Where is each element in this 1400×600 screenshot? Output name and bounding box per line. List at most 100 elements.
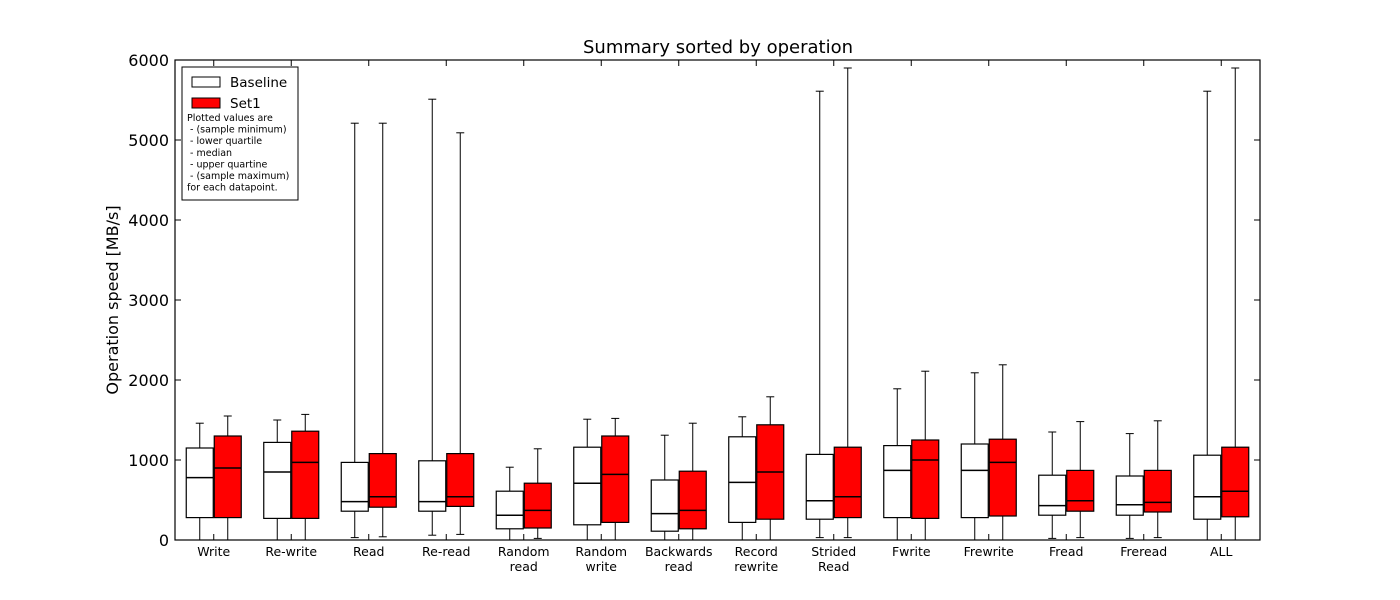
x-tick-label-line: Strided [811, 544, 856, 559]
x-tick-label-line: Re-write [265, 544, 317, 559]
x-tick-label-line: Re-read [422, 544, 470, 559]
y-tick-label: 0 [159, 531, 169, 550]
box-baseline-7 [728, 416, 757, 541]
box-iqr [523, 482, 552, 529]
x-tick-label-line: ALL [1210, 544, 1233, 559]
legend-note-line: Plotted values are [187, 113, 273, 124]
y-axis-label: Operation speed [MB/s] [103, 205, 122, 394]
y-tick-label: 3000 [128, 291, 169, 310]
y-tick-label: 1000 [128, 451, 169, 470]
x-tick-label-line: Frewrite [964, 544, 1015, 559]
box-iqr [185, 447, 214, 519]
legend-swatch-set1 [191, 97, 221, 109]
x-tick-label-line: Record [735, 544, 778, 559]
y-tick-label: 6000 [128, 51, 169, 70]
legend-label-baseline: Baseline [230, 75, 287, 91]
box-baseline-11 [1038, 431, 1067, 539]
legend-note-line: - (sample maximum) [187, 171, 289, 182]
box-iqr [1066, 469, 1095, 512]
box-iqr [263, 441, 292, 519]
box-iqr [213, 435, 242, 519]
box-iqr [960, 443, 989, 519]
x-tick-label-line: Fread [1049, 544, 1083, 559]
box-iqr [1038, 474, 1067, 516]
x-tick-label-line: Fwrite [892, 544, 931, 559]
box-iqr [601, 435, 630, 524]
box-baseline-2 [340, 122, 369, 539]
box-baseline-10 [960, 372, 989, 541]
x-tick-label-line: Backwards [645, 544, 713, 559]
box-set1-0 [213, 415, 242, 541]
x-tick-label-line: write [586, 559, 618, 574]
x-tick-label: Backwards read [645, 544, 713, 574]
box-baseline-5 [573, 418, 602, 541]
legend-note-line: - upper quartine [187, 159, 267, 170]
box-set1-8 [833, 67, 862, 539]
x-tick-label-line: Read [818, 559, 849, 574]
legend-note-line: - (sample minimum) [187, 125, 287, 136]
x-tick-label-line: Random [575, 544, 627, 559]
x-tick-label: Random read [498, 544, 550, 574]
box-baseline-13 [1193, 90, 1222, 541]
box-baseline-1 [263, 419, 292, 541]
x-tick-label: Fread [1049, 544, 1083, 559]
x-tick-label: Read [353, 544, 384, 559]
x-tick-label: Write [197, 544, 230, 559]
legend-note-line: - median [187, 148, 232, 159]
x-tick-label: Frewrite [964, 544, 1015, 559]
x-tick-label-line: Write [197, 544, 230, 559]
box-set1-9 [911, 370, 940, 541]
legend-swatch-baseline [191, 76, 221, 88]
box-iqr [678, 470, 707, 530]
legend-note-line: - lower quartile [187, 136, 262, 147]
x-tick-label-line: Read [353, 544, 384, 559]
box-set1-11 [1066, 421, 1095, 539]
plot-frame [174, 59, 1261, 541]
box-baseline-12 [1115, 433, 1144, 539]
x-tick-label: Record rewrite [734, 544, 778, 574]
box-iqr [368, 453, 397, 508]
box-iqr [728, 436, 757, 523]
legend-note-line: for each datapoint. [187, 183, 278, 194]
box-iqr [1115, 475, 1144, 516]
y-tick-label: 5000 [128, 131, 169, 150]
box-set1-12 [1143, 420, 1172, 539]
box-baseline-9 [883, 388, 912, 541]
x-tick-label: Freread [1120, 544, 1167, 559]
box-iqr [446, 453, 475, 508]
x-tick-label-line: read [510, 559, 538, 574]
x-tick-label: Re-write [265, 544, 317, 559]
chart-title: Summary sorted by operation [583, 37, 853, 58]
box-iqr [833, 446, 862, 519]
box-iqr [911, 439, 940, 520]
box-set1-6 [678, 422, 707, 541]
plot-area: 0 1000 2000 3000 4000 5000 6000 Write Re-write Re… [128, 51, 1261, 574]
box-set1-7 [756, 396, 785, 541]
box-set1-4 [523, 448, 552, 539]
box-set1-2 [368, 122, 397, 538]
box-iqr [805, 453, 834, 520]
box-iqr [1221, 446, 1250, 518]
box-iqr [291, 430, 320, 520]
x-tick-label-line: Random [498, 544, 550, 559]
x-tick-label: Random write [575, 544, 627, 574]
legend-label-set1: Set1 [230, 96, 261, 112]
box-set1-3 [446, 132, 475, 535]
y-tick-label: 2000 [128, 371, 169, 390]
box-baseline-6 [650, 434, 679, 541]
box-iqr [650, 479, 679, 532]
x-tick-label-line: rewrite [734, 559, 778, 574]
box-set1-13 [1221, 67, 1250, 541]
box-iqr [1193, 454, 1222, 520]
box-iqr [573, 446, 602, 526]
box-baseline-4 [495, 466, 524, 541]
box-iqr [340, 461, 369, 512]
box-baseline-3 [418, 98, 447, 536]
x-tick-label: ALL [1210, 544, 1233, 559]
x-tick-label-line: Freread [1120, 544, 1167, 559]
box-set1-1 [291, 413, 320, 541]
x-tick-label: Re-read [422, 544, 470, 559]
box-iqr [418, 460, 447, 512]
